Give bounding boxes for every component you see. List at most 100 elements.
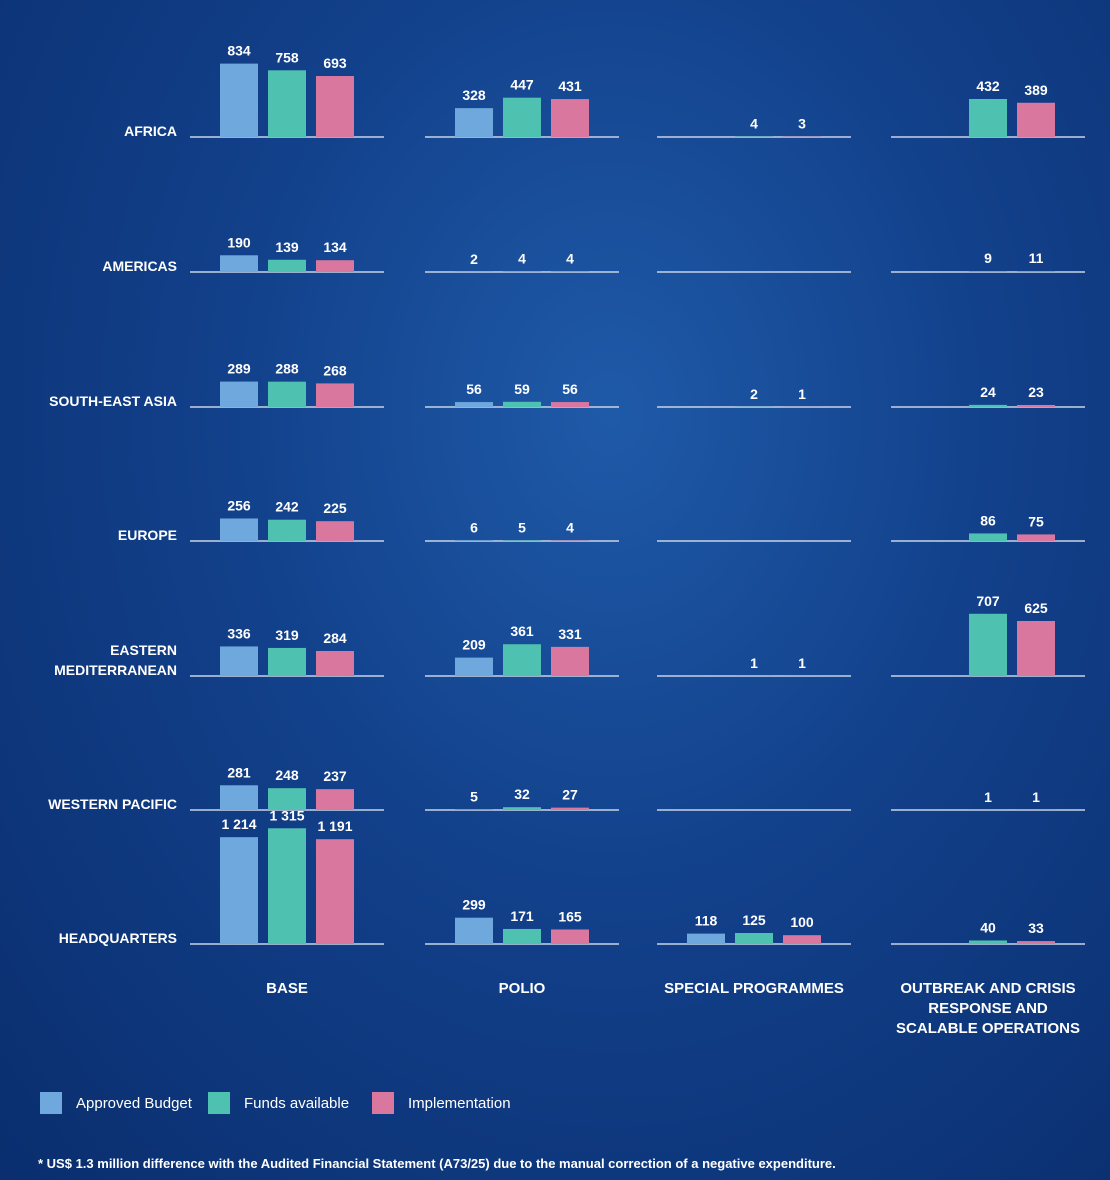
- bar: [1017, 271, 1055, 272]
- column-title: SPECIAL PROGRAMMES: [664, 980, 844, 997]
- bar: [551, 807, 589, 810]
- value-label: 288: [275, 361, 299, 377]
- value-label: 281: [227, 764, 251, 780]
- bar: [735, 933, 773, 944]
- value-label: 1 214: [221, 816, 256, 832]
- bar: [268, 381, 306, 407]
- column-title: OUTBREAK AND CRISIS RESPONSE AND SCALABL…: [896, 980, 1080, 1037]
- bar: [268, 70, 306, 137]
- value-label: 248: [275, 767, 299, 783]
- value-label: 431: [558, 78, 582, 94]
- value-label: 56: [562, 381, 578, 397]
- value-label: 693: [323, 55, 347, 71]
- bar: [268, 788, 306, 810]
- legend-swatch: [372, 1092, 394, 1114]
- region-label: EASTERN MEDITERRANEAN: [54, 642, 177, 678]
- bar: [969, 271, 1007, 272]
- value-label: 5: [518, 520, 526, 536]
- bar: [969, 98, 1007, 137]
- value-label: 9: [984, 250, 992, 266]
- bar: [268, 259, 306, 272]
- region-label: EUROPE: [117, 527, 177, 543]
- bar: [503, 401, 541, 407]
- region-label: AMERICAS: [102, 258, 177, 274]
- value-label: 1 191: [317, 818, 352, 834]
- region-label: HEADQUARTERS: [58, 930, 177, 946]
- value-label: 209: [462, 637, 486, 653]
- legend-label: Implementation: [408, 1095, 511, 1112]
- bar: [687, 933, 725, 944]
- footnote: * US$ 1.3 million difference with the Au…: [38, 1156, 836, 1171]
- value-label: 328: [462, 87, 486, 103]
- value-label: 4: [566, 520, 574, 536]
- region-label: WESTERN PACIFIC: [48, 796, 177, 812]
- value-label: 86: [980, 512, 996, 528]
- value-label: 2: [750, 386, 758, 402]
- value-label: 3: [798, 116, 806, 132]
- bar: [220, 255, 258, 272]
- value-label: 24: [980, 384, 996, 400]
- bar: [220, 837, 258, 944]
- bar: [220, 63, 258, 137]
- bar: [268, 519, 306, 541]
- bar: [220, 646, 258, 676]
- value-label: 289: [227, 361, 251, 377]
- bar: [316, 789, 354, 810]
- bar: [551, 646, 589, 676]
- bar: [316, 76, 354, 137]
- bar: [1017, 534, 1055, 541]
- value-label: 758: [275, 49, 299, 65]
- value-label: 1: [798, 386, 806, 402]
- bar: [1017, 621, 1055, 676]
- value-label: 5: [470, 789, 478, 805]
- bar: [268, 828, 306, 944]
- value-label: 75: [1028, 513, 1044, 529]
- value-label: 33: [1028, 920, 1044, 936]
- value-label: 27: [562, 787, 578, 803]
- bar: [455, 540, 493, 541]
- value-label: 40: [980, 919, 996, 935]
- column-title: POLIO: [498, 980, 546, 997]
- value-label: 331: [558, 626, 582, 642]
- bar: [1017, 404, 1055, 407]
- value-label: 242: [275, 499, 299, 515]
- value-label: 118: [695, 913, 718, 929]
- value-label: 225: [323, 500, 347, 516]
- value-label: 447: [510, 77, 534, 93]
- value-label: 389: [1024, 82, 1048, 98]
- bar: [503, 644, 541, 676]
- bar: [551, 402, 589, 407]
- value-label: 1 315: [269, 807, 304, 823]
- bar: [969, 940, 1007, 944]
- bar: [783, 935, 821, 944]
- value-label: 56: [466, 381, 482, 397]
- bar: [1017, 941, 1055, 944]
- region-label: SOUTH-EAST ASIA: [49, 393, 177, 409]
- value-label: 1: [750, 655, 758, 671]
- bar: [969, 533, 1007, 541]
- value-label: 59: [514, 381, 530, 397]
- value-label: 32: [514, 786, 530, 802]
- value-label: 11: [1029, 250, 1044, 266]
- legend-label: Approved Budget: [76, 1095, 193, 1112]
- value-label: 432: [976, 78, 1000, 94]
- value-label: 361: [510, 623, 534, 639]
- value-label: 4: [566, 251, 574, 267]
- value-label: 139: [275, 239, 299, 255]
- value-label: 100: [790, 914, 814, 930]
- value-label: 336: [227, 625, 251, 641]
- value-label: 1: [1032, 789, 1040, 805]
- value-label: 1: [798, 655, 806, 671]
- bar: [503, 807, 541, 810]
- value-label: 707: [976, 593, 1000, 609]
- bar: [220, 381, 258, 407]
- value-label: 190: [227, 234, 251, 250]
- bar: [455, 917, 493, 944]
- bar: [503, 928, 541, 944]
- value-label: 625: [1024, 600, 1048, 616]
- value-label: 834: [227, 43, 251, 59]
- value-label: 237: [323, 768, 347, 784]
- bar: [220, 518, 258, 541]
- legend-swatch: [40, 1092, 62, 1114]
